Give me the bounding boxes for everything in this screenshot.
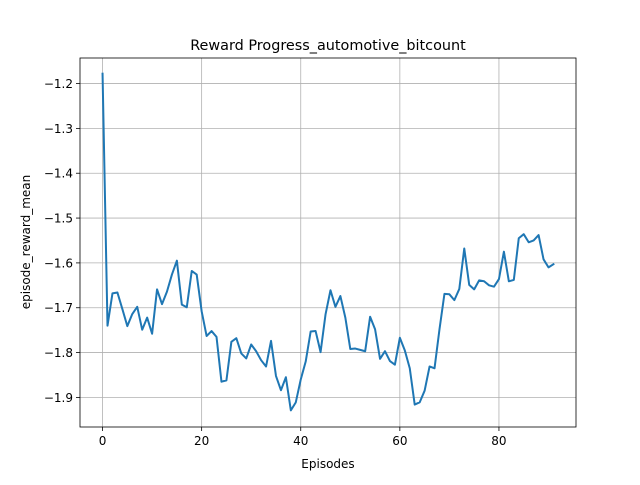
y-tick-label: −1.6 <box>44 256 73 270</box>
y-tick-label: −1.3 <box>44 122 73 136</box>
x-axis-ticks: 0 20 40 60 80 <box>99 427 507 448</box>
y-tick-label: −1.8 <box>44 346 73 360</box>
y-tick-label: −1.4 <box>44 167 73 181</box>
x-tick-label: 60 <box>392 434 407 448</box>
y-tick-label: −1.9 <box>44 391 73 405</box>
grid <box>80 58 576 427</box>
y-tick-label: −1.5 <box>44 212 73 226</box>
series-line <box>101 72 555 412</box>
x-tick-label: 0 <box>99 434 107 448</box>
y-tick-label: −1.7 <box>44 301 73 315</box>
y-axis-title: episode_reward_mean <box>19 175 33 310</box>
series-layer <box>101 72 555 412</box>
x-tick-label: 40 <box>293 434 308 448</box>
x-tick-label: 20 <box>194 434 209 448</box>
y-tick-label: −1.2 <box>44 77 73 91</box>
plot-frame <box>79 57 577 428</box>
chart-title: Reward Progress_automotive_bitcount <box>190 38 466 54</box>
x-tick-label: 80 <box>491 434 506 448</box>
y-axis-ticks: −1.9 −1.8 −1.7 −1.6 −1.5 −1.4 −1.3 −1.2 <box>44 77 80 405</box>
x-axis-title: Episodes <box>301 457 354 471</box>
